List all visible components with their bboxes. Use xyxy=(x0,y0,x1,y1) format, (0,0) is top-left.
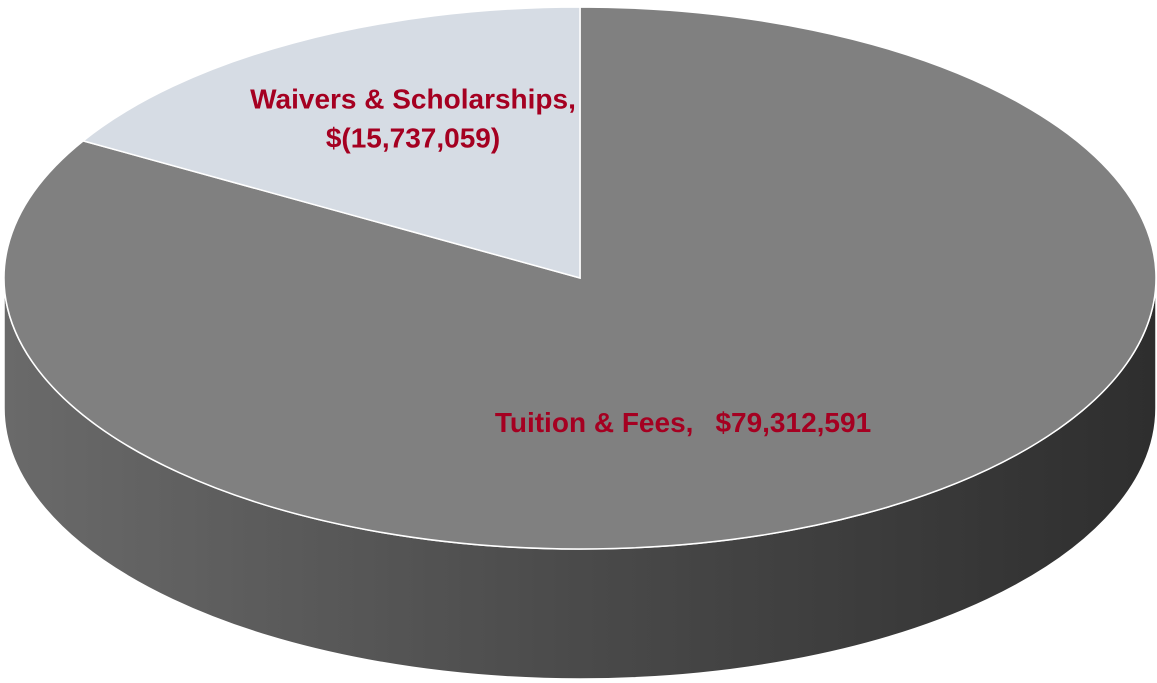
category-label: Tuition & Fees, xyxy=(495,407,694,438)
category-label: Waivers & Scholarships, xyxy=(250,83,576,114)
pie-slice xyxy=(81,6,581,279)
data-label: Tuition & Fees, $79,312,591 xyxy=(495,407,871,438)
value-label: $79,312,591 xyxy=(715,407,871,438)
value-label: $(15,737,059) xyxy=(326,122,500,153)
